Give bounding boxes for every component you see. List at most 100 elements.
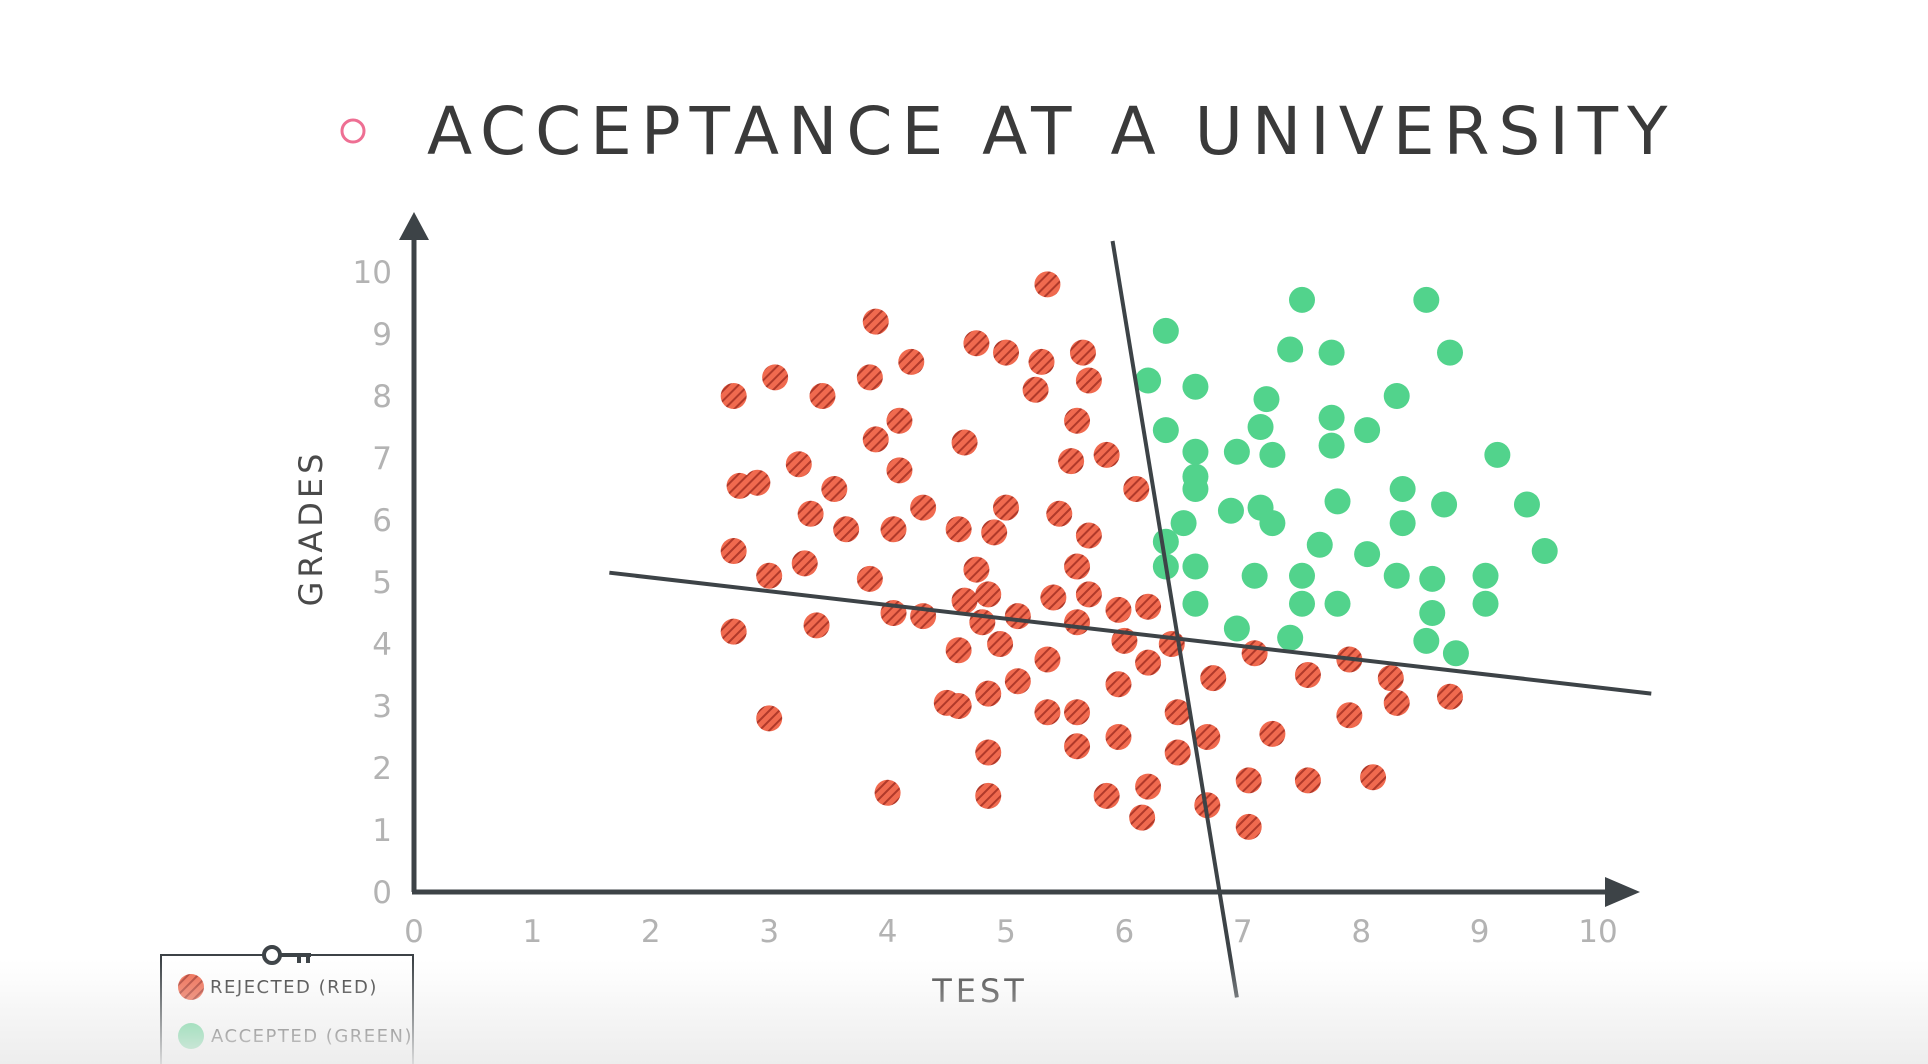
accepted-point	[1170, 510, 1197, 537]
accepted-point	[1241, 562, 1268, 589]
rejected-point	[963, 330, 990, 357]
rejected-point	[987, 631, 1014, 657]
accepted-point	[1437, 339, 1463, 366]
accepted-point	[1419, 600, 1446, 626]
accepted-point	[1324, 590, 1351, 617]
y-tick-label: 9	[372, 317, 392, 353]
accepted-point	[1152, 317, 1179, 344]
accepted-point	[1289, 286, 1315, 313]
rejected-point	[1336, 702, 1363, 729]
accepted-point	[1182, 590, 1209, 617]
rejected-point	[720, 383, 747, 409]
rejected-point	[1194, 724, 1221, 750]
boundary-line	[609, 570, 1652, 696]
rejected-point	[809, 383, 836, 409]
accepted-point	[1442, 640, 1469, 667]
rejected-point	[1377, 665, 1404, 692]
boundary-line	[1110, 240, 1239, 998]
rejected-point	[720, 618, 747, 645]
rejected-point	[951, 429, 978, 456]
accepted-points	[1135, 286, 1558, 667]
rejected-point	[1135, 649, 1162, 676]
rejected-point	[1004, 668, 1031, 695]
rejected-point	[785, 451, 812, 478]
rejected-point	[791, 550, 818, 577]
x-tick-label: 10	[1578, 914, 1617, 950]
rejected-point	[833, 516, 860, 543]
rejected-point	[1164, 699, 1191, 726]
rejected-point	[1200, 665, 1227, 692]
rejected-point	[910, 494, 937, 521]
rejected-point	[880, 516, 907, 543]
accepted-point	[1259, 510, 1286, 537]
accepted-point	[1289, 562, 1315, 589]
accepted-point	[1259, 441, 1286, 468]
rejected-point	[797, 500, 824, 527]
accepted-point	[1152, 417, 1179, 444]
rejected-point	[1135, 593, 1162, 620]
rejected-point	[1064, 553, 1091, 580]
accepted-point	[1431, 491, 1458, 518]
y-axis-arrow-icon	[399, 212, 429, 240]
rejected-point	[856, 565, 883, 592]
rejected-point	[1075, 522, 1102, 549]
accepted-point	[1419, 565, 1446, 592]
rejected-point	[1034, 646, 1061, 673]
rejected-point	[1105, 724, 1132, 750]
rejected-point	[1004, 603, 1031, 630]
rejected-point	[945, 637, 972, 664]
x-axis-title: TEST	[931, 972, 1028, 1010]
rejected-point	[1034, 699, 1061, 726]
rejected-point	[1028, 348, 1055, 375]
accepted-point	[1277, 624, 1304, 651]
y-tick-label: 2	[372, 751, 392, 787]
x-tick-label: 6	[1115, 914, 1135, 950]
accepted-point	[1472, 562, 1499, 589]
rejected-point	[1235, 767, 1262, 794]
y-tick-label: 7	[372, 441, 392, 477]
boundary-lines	[609, 240, 1652, 998]
accepted-point	[1306, 531, 1333, 558]
accepted-point	[1318, 432, 1345, 459]
rejected-point	[945, 516, 972, 543]
accepted-point	[1318, 404, 1345, 431]
rejected-point	[975, 739, 1002, 766]
rejected-point	[1129, 804, 1156, 831]
rejected-point	[862, 308, 889, 335]
accepted-point	[1223, 438, 1250, 465]
accepted-point	[1354, 541, 1381, 568]
rejected-point	[1235, 813, 1262, 840]
rejected-point	[1058, 448, 1085, 475]
x-tick-label: 3	[759, 914, 779, 950]
rejected-point	[1294, 662, 1321, 688]
accepted-point	[1354, 417, 1381, 444]
rejected-point	[862, 426, 889, 453]
rejected-point	[993, 494, 1019, 521]
accepted-point	[1389, 510, 1416, 537]
accepted-point	[1182, 438, 1209, 465]
rejected-point	[874, 779, 901, 806]
x-tick-label: 2	[641, 914, 661, 950]
accepted-point	[1472, 590, 1499, 617]
x-tick-label: 0	[404, 914, 424, 950]
accepted-point	[1135, 367, 1162, 394]
x-tick-label: 5	[996, 914, 1016, 950]
x-tick-label: 4	[878, 914, 898, 950]
rejected-point	[1360, 764, 1387, 791]
rejected-point	[1075, 581, 1102, 608]
rejected-point	[1437, 683, 1463, 710]
rejected-point	[1093, 441, 1120, 468]
y-tick-label: 5	[372, 565, 392, 601]
rejected-point	[720, 538, 747, 564]
accepted-point	[1318, 339, 1345, 366]
rejected-point	[856, 364, 883, 391]
rejected-point	[886, 457, 913, 484]
accepted-point	[1182, 476, 1209, 502]
legend-rejected-swatch	[178, 974, 204, 1000]
rejected-point	[1075, 367, 1102, 394]
axes	[399, 212, 1640, 907]
x-tick-label: 8	[1351, 914, 1371, 950]
rejected-point	[975, 581, 1002, 608]
accepted-point	[1247, 414, 1274, 440]
